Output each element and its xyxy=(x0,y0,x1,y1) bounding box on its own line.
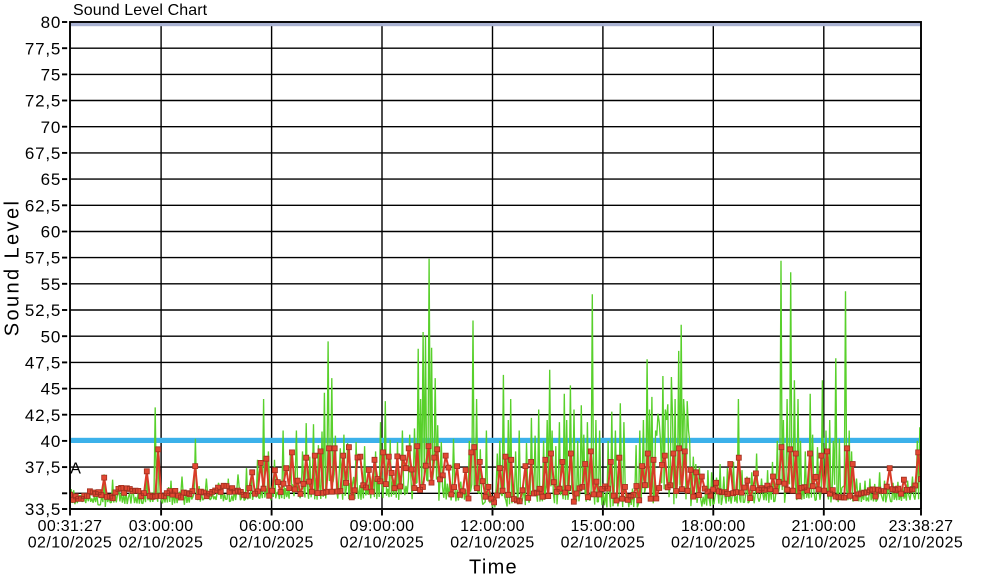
svg-text:62,5: 62,5 xyxy=(25,196,61,215)
svg-text:A: A xyxy=(70,460,81,477)
svg-text:00:31:27: 00:31:27 xyxy=(38,518,103,535)
svg-text:09:00:00: 09:00:00 xyxy=(350,518,415,535)
svg-text:50: 50 xyxy=(41,327,62,346)
svg-text:75: 75 xyxy=(41,66,62,85)
svg-text:21:00:00: 21:00:00 xyxy=(791,518,856,535)
svg-text:40: 40 xyxy=(41,432,62,451)
svg-text:02/10/2025: 02/10/2025 xyxy=(28,535,113,552)
svg-text:02/10/2025: 02/10/2025 xyxy=(671,535,756,552)
svg-text:60: 60 xyxy=(41,223,62,242)
svg-text:02/10/2025: 02/10/2025 xyxy=(229,535,314,552)
svg-text:02/10/2025: 02/10/2025 xyxy=(561,535,646,552)
svg-text:47,5: 47,5 xyxy=(25,354,61,373)
svg-text:42,5: 42,5 xyxy=(25,406,61,425)
svg-text:55: 55 xyxy=(41,275,62,294)
svg-text:Time: Time xyxy=(469,557,518,579)
svg-text:67,5: 67,5 xyxy=(25,144,61,163)
svg-text:33,5: 33,5 xyxy=(25,500,61,519)
svg-text:02/10/2025: 02/10/2025 xyxy=(340,535,425,552)
svg-text:65: 65 xyxy=(41,170,62,189)
svg-text:45: 45 xyxy=(41,380,62,399)
svg-text:12:00:00: 12:00:00 xyxy=(460,518,525,535)
svg-text:03:00:00: 03:00:00 xyxy=(129,518,194,535)
svg-text:52,5: 52,5 xyxy=(25,301,61,320)
svg-text:02/10/2025: 02/10/2025 xyxy=(879,535,964,552)
svg-text:02/10/2025: 02/10/2025 xyxy=(119,535,204,552)
svg-text:23:38:27: 23:38:27 xyxy=(889,518,954,535)
svg-text:70: 70 xyxy=(41,118,62,137)
svg-text:15:00:00: 15:00:00 xyxy=(571,518,636,535)
svg-text:18:00:00: 18:00:00 xyxy=(681,518,746,535)
svg-text:77,5: 77,5 xyxy=(25,39,61,58)
svg-text:57,5: 57,5 xyxy=(25,249,61,268)
svg-text:06:00:00: 06:00:00 xyxy=(239,518,304,535)
svg-text:02/10/2025: 02/10/2025 xyxy=(450,535,535,552)
svg-text:02/10/2025: 02/10/2025 xyxy=(782,535,867,552)
svg-text:Sound Level: Sound Level xyxy=(2,199,24,337)
svg-text:37,5: 37,5 xyxy=(25,458,61,477)
svg-text:80: 80 xyxy=(41,13,62,32)
svg-text:72,5: 72,5 xyxy=(25,92,61,111)
svg-text:Sound Level Chart: Sound Level Chart xyxy=(73,2,208,19)
